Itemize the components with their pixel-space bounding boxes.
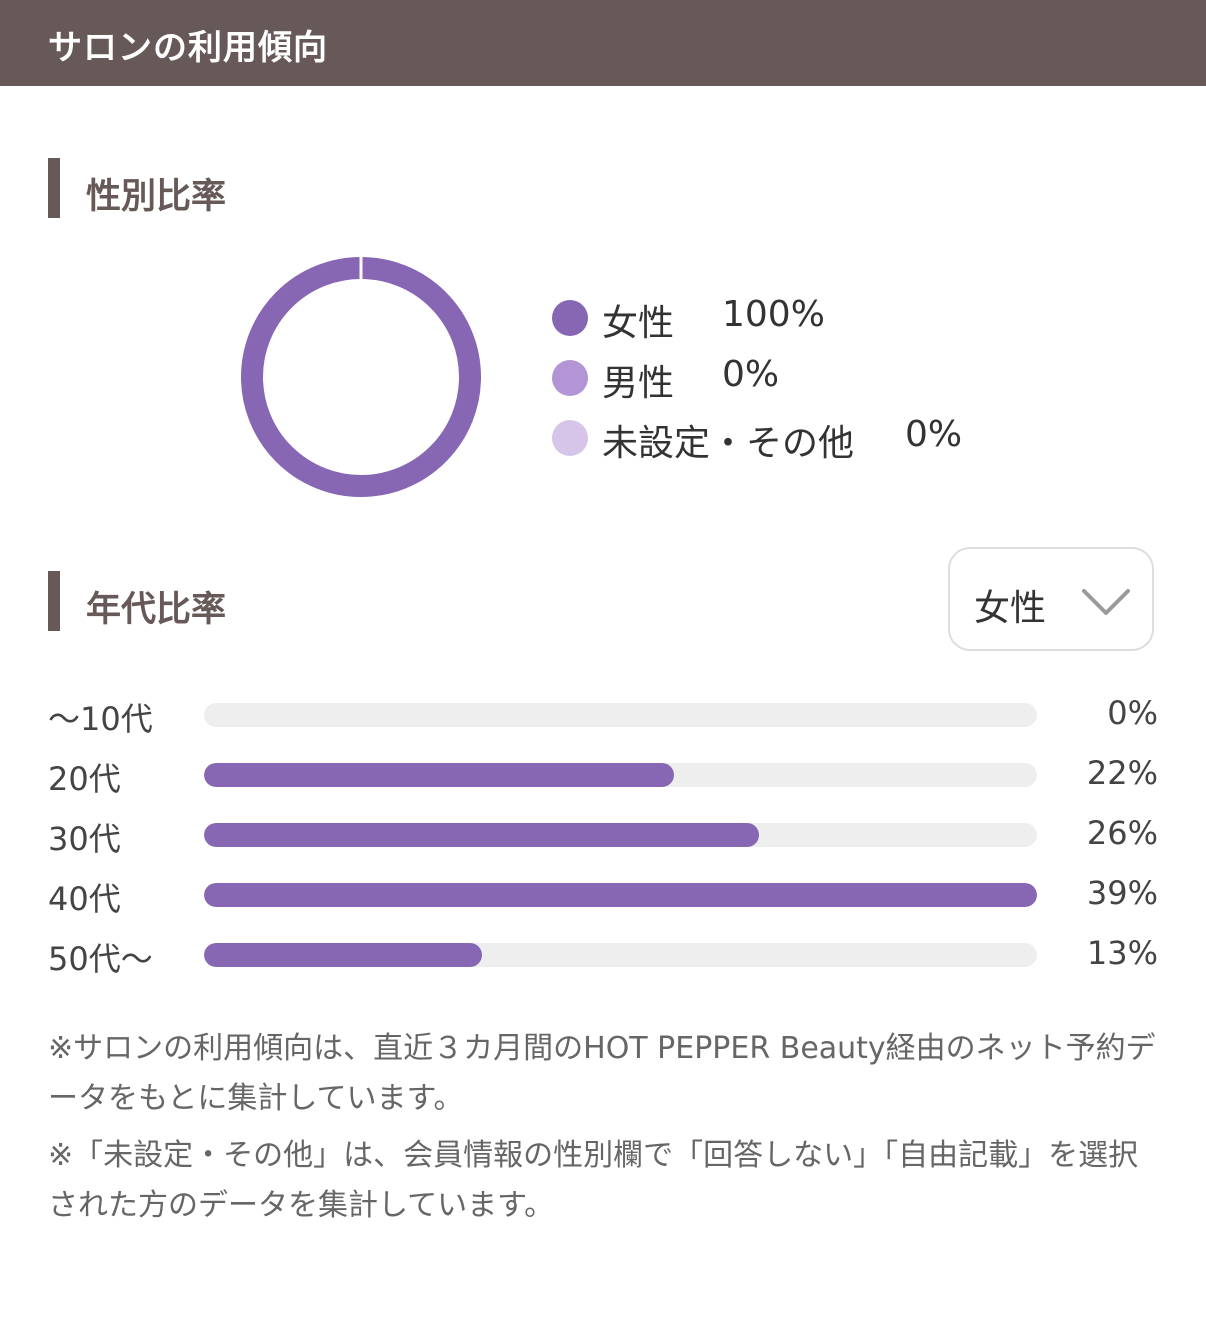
gender-ratio-heading-text: 性別比率 xyxy=(86,177,227,217)
age-bar-value: 22% xyxy=(1086,754,1158,792)
age-bar-track xyxy=(204,823,1037,847)
age-bar-fill xyxy=(204,883,1037,907)
chevron-down-icon xyxy=(1082,589,1130,615)
gender-filter-value: 女性 xyxy=(974,588,1047,629)
footnote: ※サロンの利用傾向は、直近３カ月間のHOT PEPPER Beauty経由のネッ… xyxy=(48,1031,1156,1116)
age-bar-row: 30代 26% xyxy=(48,810,1158,860)
donut-slice-0 xyxy=(241,257,481,497)
age-bar-label: 〜10代 xyxy=(48,700,153,738)
legend-dot-female xyxy=(552,300,588,336)
age-bar-track xyxy=(204,943,1037,967)
page-header: サロンの利用傾向 xyxy=(0,0,1206,86)
footnote: ※「未設定・その他」は、会員情報の性別欄で「回答しない」「自由記載」を選択された… xyxy=(48,1138,1139,1223)
legend-label-male: 男性 xyxy=(602,363,675,404)
age-bar-row: 50代〜 13% xyxy=(48,930,1158,980)
age-bar-fill xyxy=(204,823,760,847)
age-bar-track xyxy=(204,703,1037,727)
age-bar-label: 20代 xyxy=(48,760,121,798)
age-ratio-heading: 年代比率 xyxy=(48,571,226,631)
legend-value-male: 0% xyxy=(722,354,780,395)
age-bar-track xyxy=(204,883,1037,907)
gender-filter-select[interactable]: 女性 xyxy=(948,547,1154,651)
legend-dot-male xyxy=(552,360,588,396)
legend-value-female: 100% xyxy=(722,294,825,335)
legend-dot-other xyxy=(552,420,588,456)
age-bar-label: 40代 xyxy=(48,880,121,918)
legend-label-female: 女性 xyxy=(602,303,675,344)
page-title: サロンの利用傾向 xyxy=(48,28,328,68)
age-bar-row: 20代 22% xyxy=(48,750,1158,800)
age-bar-fill xyxy=(204,763,674,787)
age-bar-value: 39% xyxy=(1086,874,1158,912)
age-bar-track xyxy=(204,763,1037,787)
age-bar-row: 40代 39% xyxy=(48,870,1158,920)
gender-ratio-heading: 性別比率 xyxy=(48,158,226,218)
legend-value-other: 0% xyxy=(905,414,963,455)
age-bar-label: 30代 xyxy=(48,820,121,858)
legend-label-other: 未設定・その他 xyxy=(602,423,855,464)
age-bar-value: 26% xyxy=(1086,814,1158,852)
age-bar-row: 〜10代 0% xyxy=(48,690,1158,740)
age-bar-fill xyxy=(204,943,482,967)
age-bar-value: 0% xyxy=(1107,694,1158,732)
gender-donut-chart xyxy=(241,256,481,497)
age-ratio-heading-text: 年代比率 xyxy=(86,590,227,630)
age-bar-value: 13% xyxy=(1086,934,1158,972)
age-bar-label: 50代〜 xyxy=(48,940,153,978)
